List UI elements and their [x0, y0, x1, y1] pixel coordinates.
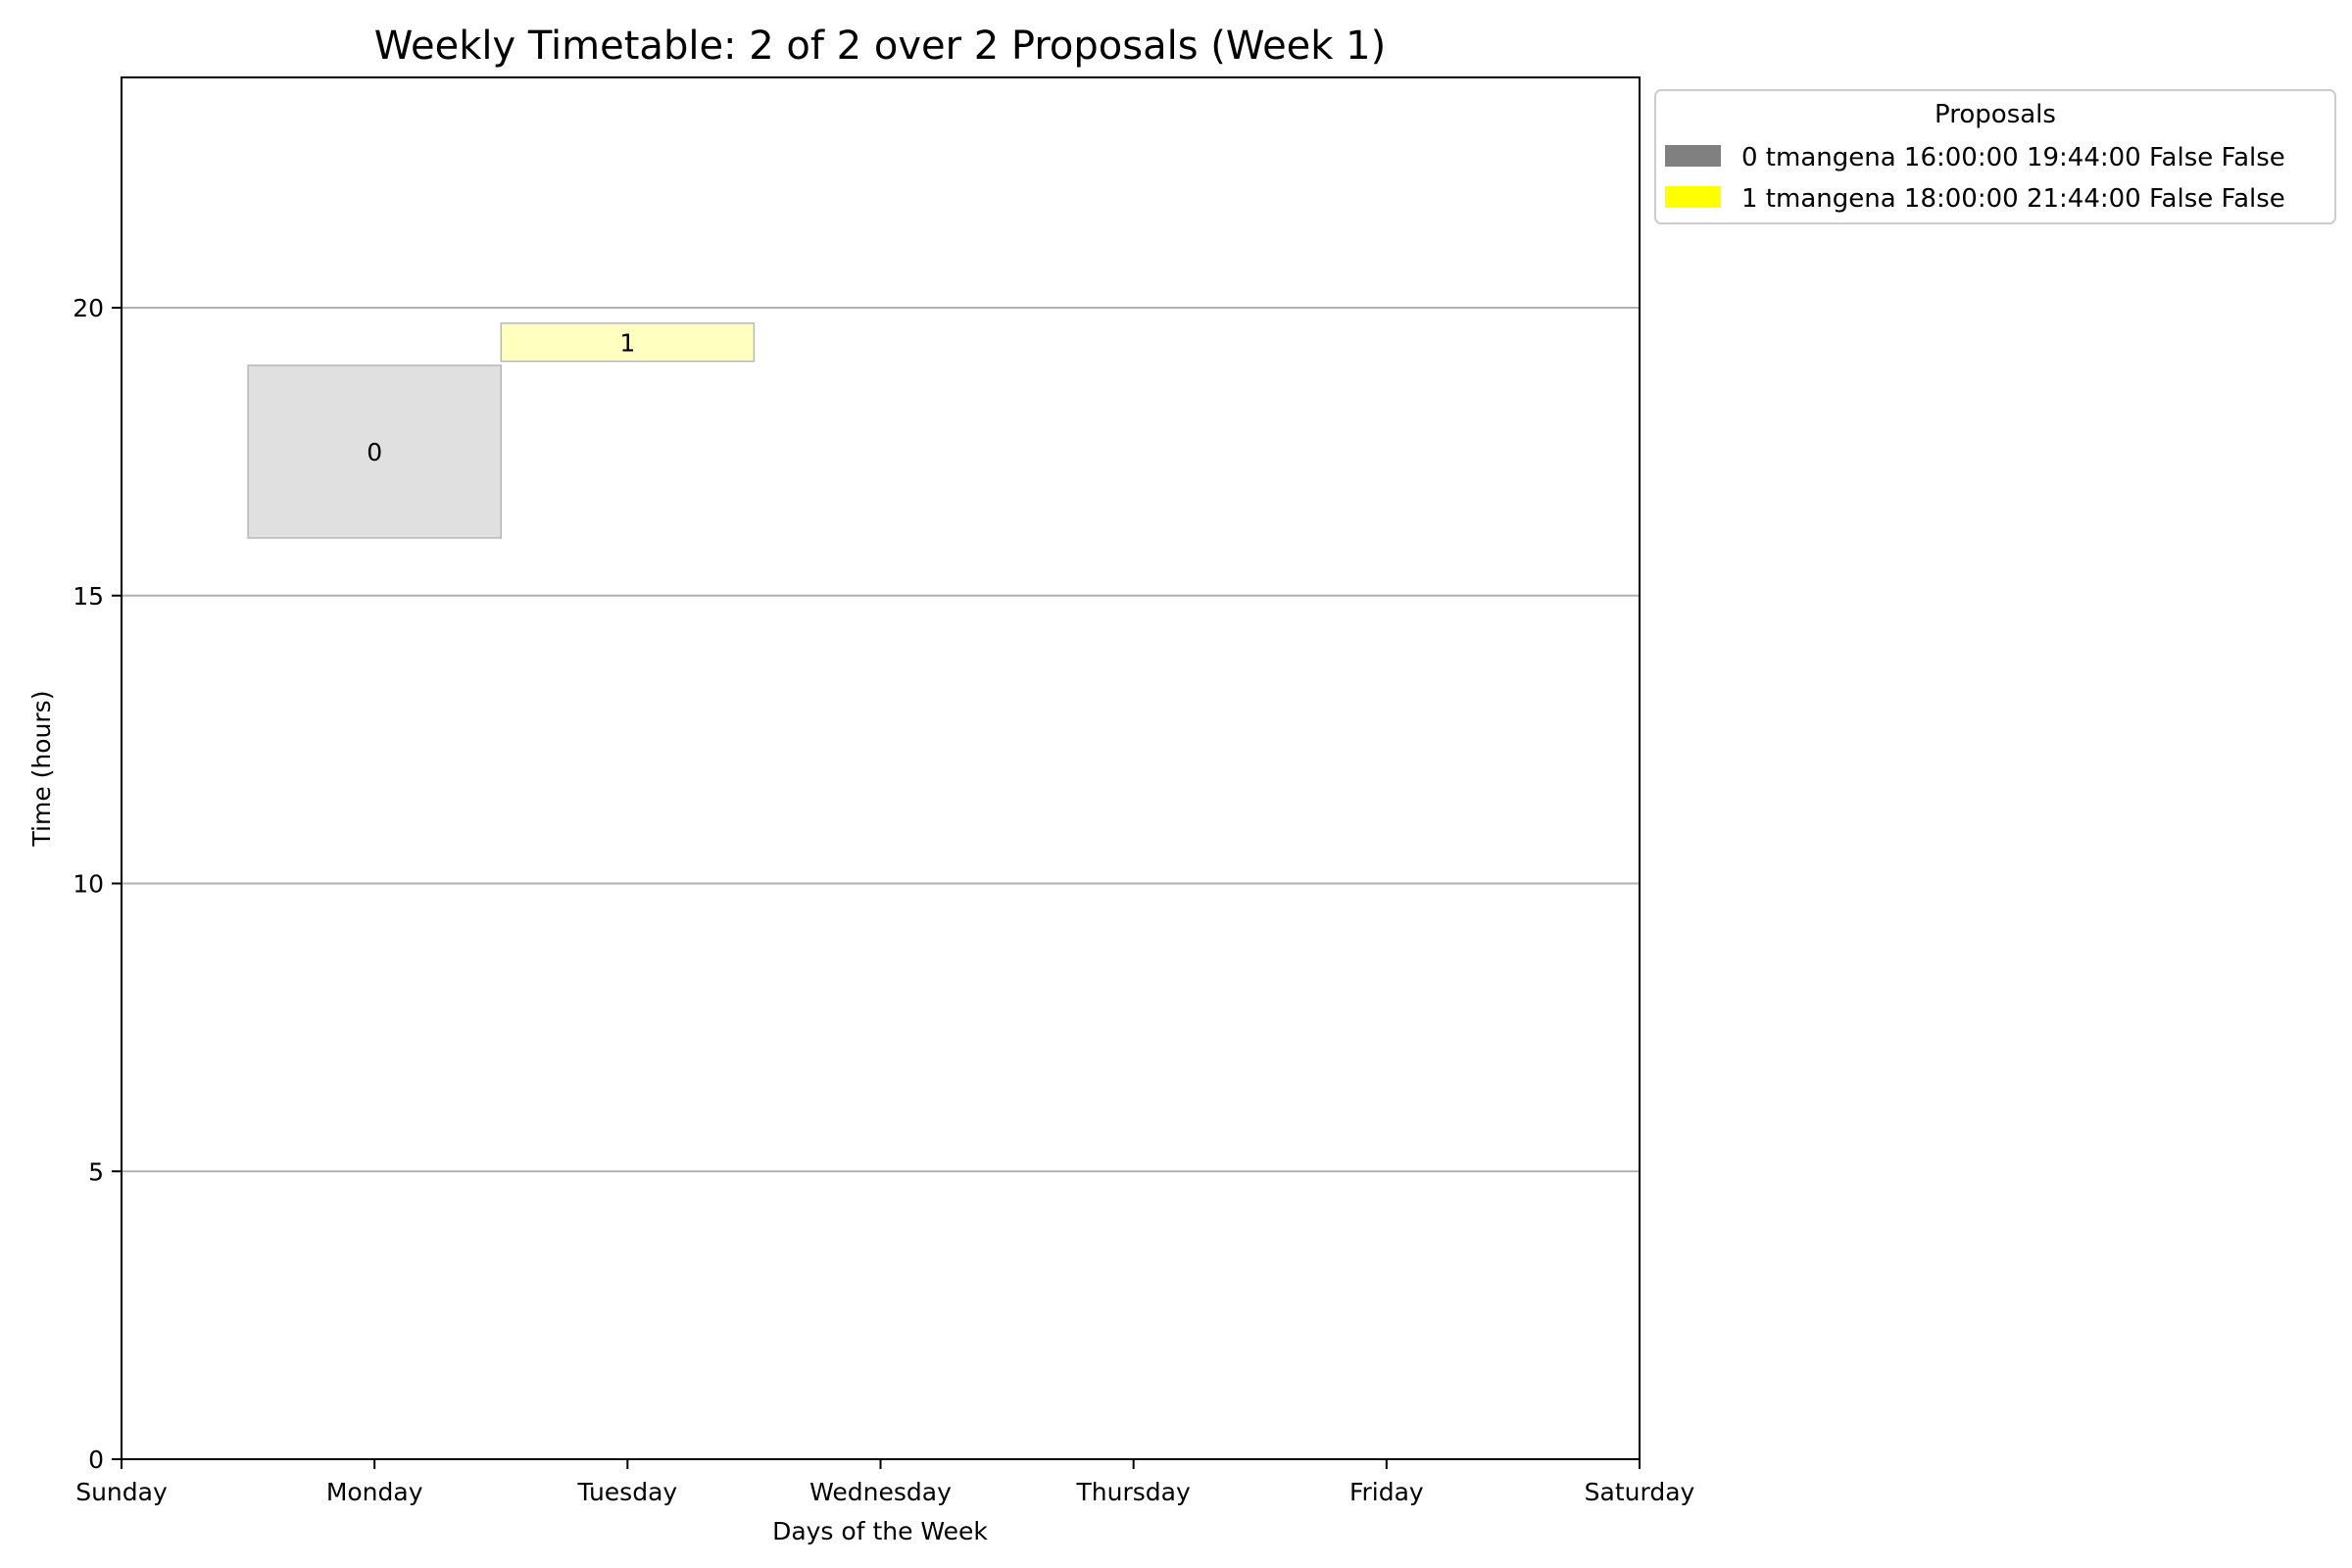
- legend-box: [1654, 89, 2336, 224]
- x-axis-label: Days of the Week: [772, 1517, 988, 1545]
- x-tick-label: Sunday: [75, 1478, 168, 1506]
- x-tick-label: Saturday: [1585, 1478, 1695, 1506]
- y-tick-label: 5: [88, 1157, 104, 1186]
- legend-swatch: [1665, 186, 1721, 208]
- proposal-bar-label: 0: [367, 438, 382, 466]
- y-axis-label: Time (hours): [27, 691, 56, 848]
- legend-entry-label: 0 tmangena 16:00:00 19:44:00 False False: [1741, 143, 2285, 172]
- x-tick-label: Tuesday: [576, 1478, 677, 1506]
- bars: 01: [247, 322, 756, 539]
- proposal-bar: [247, 365, 502, 539]
- y-tick-label: 20: [73, 294, 104, 322]
- x-tick-label: Friday: [1349, 1478, 1424, 1506]
- x-tick-label: Thursday: [1076, 1478, 1191, 1506]
- y-axis: 0 5 10 15 20: [73, 294, 122, 1474]
- gridlines: [122, 307, 1640, 1173]
- proposal-bar-label: 1: [619, 328, 635, 357]
- legend: Proposals 0 tmangena 16:00:00 19:44:00 F…: [1654, 89, 2336, 224]
- x-tick-label: Monday: [326, 1478, 423, 1506]
- legend-entry-label: 1 tmangena 18:00:00 21:44:00 False False: [1741, 184, 2285, 214]
- legend-swatch: [1665, 145, 1721, 167]
- x-tick-label: Wednesday: [809, 1478, 952, 1506]
- y-tick-label: 10: [73, 870, 104, 899]
- x-axis: Sunday Monday Tuesday Wednesday Thursday Frid…: [75, 1459, 1695, 1506]
- legend-title: Proposals: [1935, 100, 2056, 129]
- y-tick-label: 15: [73, 582, 104, 611]
- chart-title: Weekly Timetable: 2 of 2 over 2 Proposal…: [374, 24, 1386, 69]
- y-tick-label: 0: [88, 1446, 104, 1474]
- proposal-bar: [500, 322, 756, 363]
